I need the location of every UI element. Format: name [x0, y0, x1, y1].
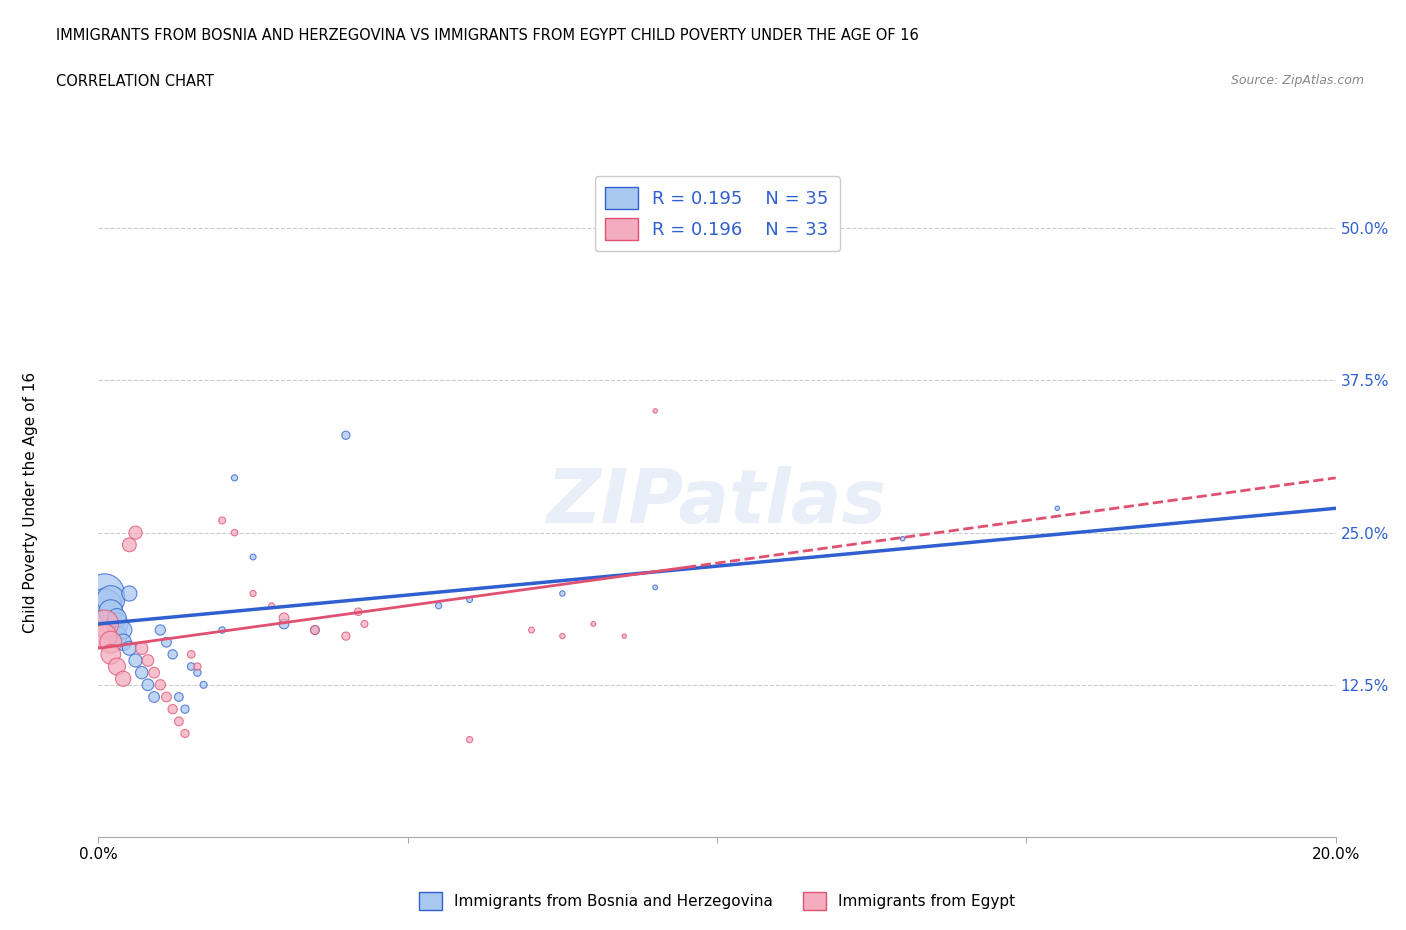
Point [180, 647, 202, 662]
Point [551, 629, 574, 644]
Point [100, 647, 122, 662]
Point [582, 617, 605, 631]
Point [118, 641, 141, 656]
Point [149, 677, 172, 692]
Point [335, 428, 357, 443]
Point [93, 586, 115, 601]
Point [149, 622, 172, 637]
Point [520, 622, 543, 637]
Point [551, 586, 574, 601]
Point [260, 598, 283, 613]
Point [136, 677, 159, 692]
Text: CORRELATION CHART: CORRELATION CHART [56, 74, 214, 89]
Point [167, 714, 190, 729]
Point [193, 677, 215, 692]
Point [427, 598, 450, 613]
Point [100, 604, 122, 619]
Point [186, 659, 208, 674]
Point [118, 586, 141, 601]
Point [211, 622, 233, 637]
Point [143, 665, 166, 680]
Point [105, 659, 128, 674]
Point [224, 471, 246, 485]
Point [458, 732, 481, 747]
Point [100, 592, 122, 607]
Point [112, 671, 135, 686]
Point [644, 404, 666, 418]
Point [118, 538, 141, 552]
Point [155, 689, 177, 704]
Point [143, 689, 166, 704]
Point [180, 659, 202, 674]
Point [105, 610, 128, 625]
Point [136, 653, 159, 668]
Point [167, 689, 190, 704]
Point [124, 653, 146, 668]
Point [304, 622, 326, 637]
Point [211, 513, 233, 528]
Point [124, 525, 146, 540]
Point [93, 617, 115, 631]
Text: ZIPatlas: ZIPatlas [547, 466, 887, 538]
Point [155, 635, 177, 650]
Point [105, 617, 128, 631]
Point [1046, 501, 1069, 516]
Point [273, 610, 295, 625]
Point [304, 622, 326, 637]
Point [112, 635, 135, 650]
Point [644, 580, 666, 595]
Point [162, 702, 184, 717]
Point [100, 635, 122, 650]
Point [105, 629, 128, 644]
Point [273, 617, 295, 631]
Point [131, 641, 153, 656]
Point [891, 531, 914, 546]
Point [458, 592, 481, 607]
Point [242, 586, 264, 601]
Point [186, 665, 208, 680]
Point [613, 629, 636, 644]
Point [112, 622, 135, 637]
Point [335, 629, 357, 644]
Point [174, 726, 197, 741]
Text: Child Poverty Under the Age of 16: Child Poverty Under the Age of 16 [24, 372, 38, 632]
Point [224, 525, 246, 540]
Point [93, 598, 115, 613]
Point [93, 629, 115, 644]
Point [242, 550, 264, 565]
Text: Source: ZipAtlas.com: Source: ZipAtlas.com [1230, 74, 1364, 87]
Point [353, 617, 375, 631]
Point [131, 665, 153, 680]
Point [347, 604, 370, 619]
Point [162, 647, 184, 662]
Point [174, 702, 197, 717]
Text: IMMIGRANTS FROM BOSNIA AND HERZEGOVINA VS IMMIGRANTS FROM EGYPT CHILD POVERTY UN: IMMIGRANTS FROM BOSNIA AND HERZEGOVINA V… [56, 28, 920, 43]
Legend: Immigrants from Bosnia and Herzegovina, Immigrants from Egypt: Immigrants from Bosnia and Herzegovina, … [412, 885, 1022, 916]
